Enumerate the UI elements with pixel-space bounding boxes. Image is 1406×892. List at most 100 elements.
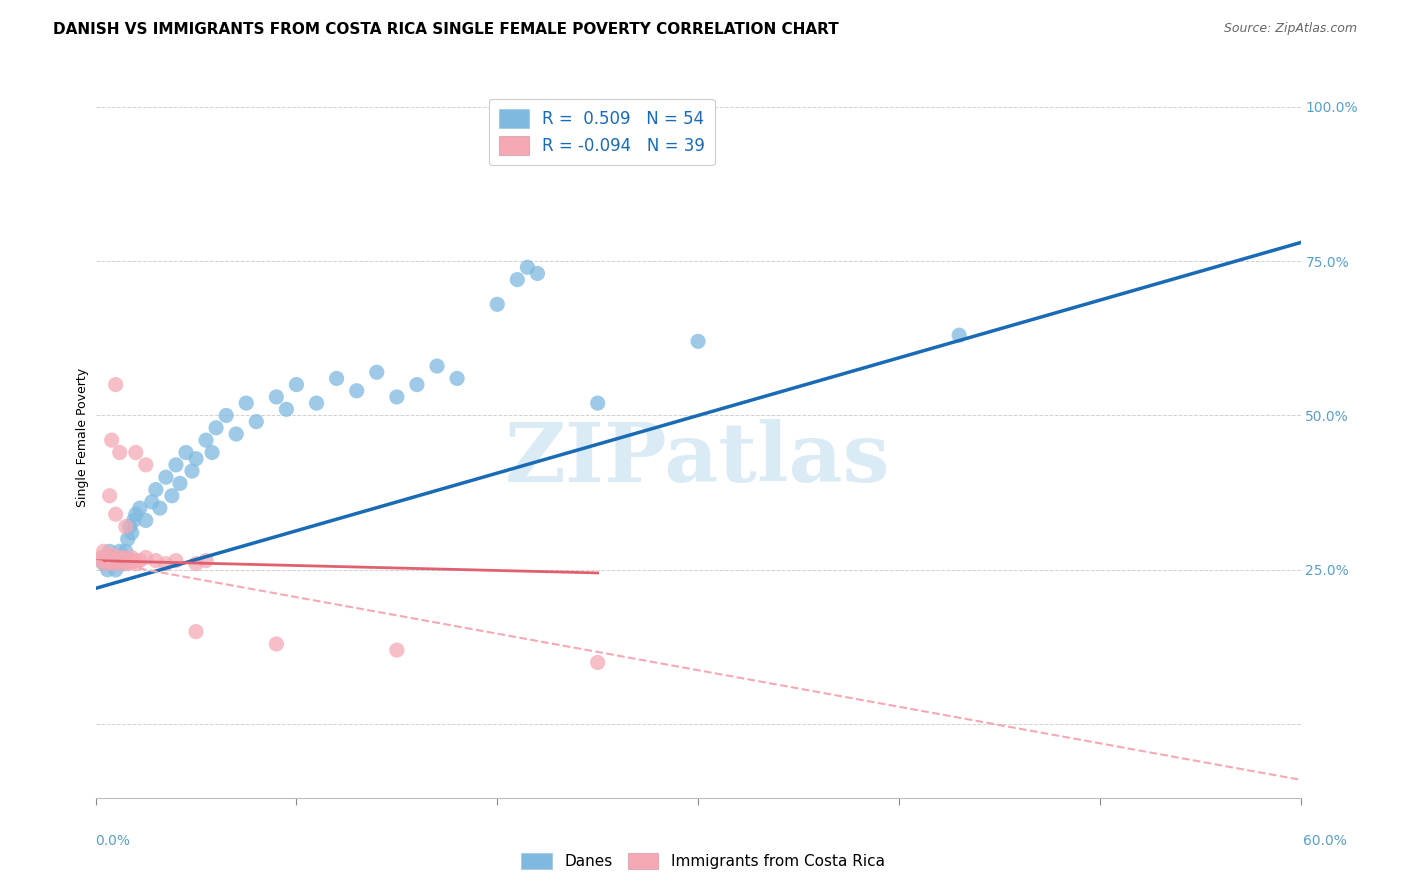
Point (117, 532, 139, 546)
Point (169, 476, 191, 491)
Point (94, 550, 117, 565)
Text: DANISH VS IMMIGRANTS FROM COSTA RICA SINGLE FEMALE POVERTY CORRELATION CHART: DANISH VS IMMIGRANTS FROM COSTA RICA SIN… (53, 22, 839, 37)
Point (112, 550, 135, 565)
Text: ZIPatlas: ZIPatlas (505, 418, 891, 499)
Point (516, 260, 538, 275)
Point (121, 550, 143, 565)
Point (107, 557, 129, 571)
Point (165, 458, 187, 472)
Point (128, 501, 150, 516)
Point (135, 513, 157, 527)
Point (225, 427, 247, 442)
Point (366, 365, 388, 379)
Legend: Danes, Immigrants from Costa Rica: Danes, Immigrants from Costa Rica (516, 847, 890, 875)
Point (145, 483, 167, 497)
Point (184, 557, 207, 571)
Point (103, 557, 125, 571)
Point (305, 396, 328, 410)
Point (93, 557, 115, 571)
Point (103, 550, 125, 565)
Point (385, 390, 408, 404)
Point (506, 272, 529, 286)
Point (125, 508, 148, 522)
Point (184, 451, 207, 466)
Point (100, 548, 122, 562)
Point (385, 643, 408, 657)
Point (195, 433, 218, 447)
Point (89, 553, 111, 567)
Point (195, 553, 218, 567)
Point (98, 489, 121, 503)
Point (526, 267, 548, 281)
Point (122, 553, 145, 567)
Point (104, 553, 127, 567)
Point (446, 371, 468, 385)
Point (346, 384, 368, 398)
Point (107, 550, 129, 565)
Point (121, 525, 143, 540)
Point (235, 396, 257, 410)
Text: Source: ZipAtlas.com: Source: ZipAtlas.com (1223, 22, 1357, 36)
Point (135, 458, 157, 472)
Y-axis label: Single Female Poverty: Single Female Poverty (76, 368, 89, 507)
Point (114, 544, 136, 558)
Point (125, 445, 148, 459)
Point (325, 371, 347, 385)
Point (93, 544, 115, 558)
Point (135, 550, 157, 565)
Point (118, 519, 141, 533)
Point (122, 513, 145, 527)
Point (285, 377, 308, 392)
Point (100, 433, 122, 447)
Point (90, 550, 112, 565)
Point (118, 553, 141, 567)
Point (94, 553, 117, 567)
Point (94, 557, 117, 571)
Point (276, 402, 298, 417)
Point (141, 495, 163, 509)
Point (149, 501, 172, 516)
Point (181, 464, 204, 478)
Point (104, 563, 127, 577)
Point (108, 557, 131, 571)
Point (100, 557, 122, 571)
Point (98, 544, 121, 558)
Legend: R =  0.509   N = 54, R = -0.094   N = 39: R = 0.509 N = 54, R = -0.094 N = 39 (488, 99, 714, 165)
Point (426, 359, 449, 373)
Point (215, 409, 238, 423)
Point (112, 557, 135, 571)
Text: 0.0%: 0.0% (96, 834, 131, 848)
Point (97, 563, 120, 577)
Point (245, 415, 267, 429)
Point (266, 637, 288, 651)
Point (128, 553, 150, 567)
Text: 60.0%: 60.0% (1303, 834, 1347, 848)
Point (108, 544, 131, 558)
Point (406, 377, 429, 392)
Point (184, 624, 207, 639)
Point (266, 390, 288, 404)
Point (114, 553, 136, 567)
Point (686, 334, 709, 349)
Point (104, 508, 127, 522)
Point (586, 396, 609, 410)
Point (165, 553, 187, 567)
Point (104, 377, 127, 392)
Point (586, 656, 609, 670)
Point (174, 445, 197, 459)
Point (111, 550, 134, 565)
Point (114, 519, 136, 533)
Point (160, 489, 183, 503)
Point (117, 557, 139, 571)
Point (155, 557, 177, 571)
Point (97, 550, 120, 565)
Point (125, 557, 148, 571)
Point (108, 445, 131, 459)
Point (111, 553, 134, 567)
Point (201, 445, 224, 459)
Point (205, 421, 228, 435)
Point (155, 470, 177, 484)
Point (486, 297, 509, 311)
Point (948, 328, 970, 343)
Point (145, 553, 167, 567)
